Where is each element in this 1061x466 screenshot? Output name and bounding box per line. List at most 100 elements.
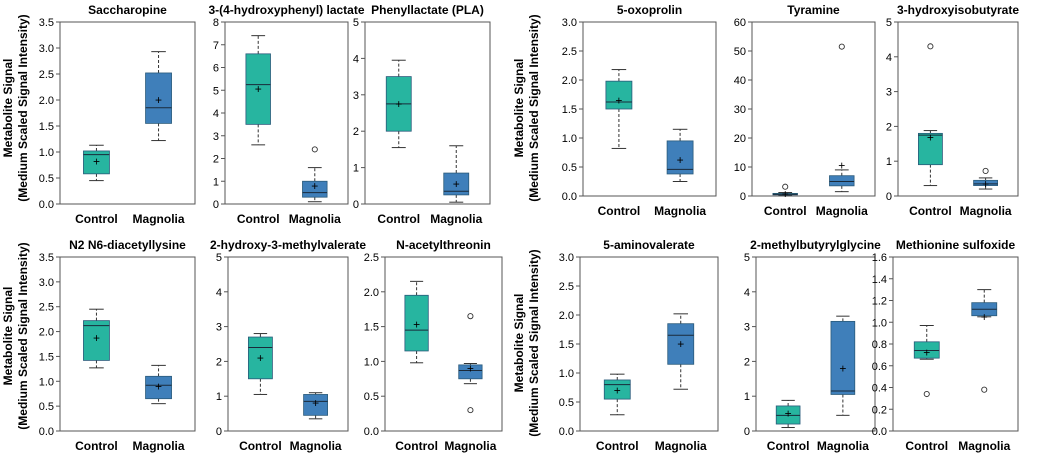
chart-title: 2-methylbutyrylglycine (750, 238, 881, 252)
chart-panel-9: N-acetylthreonin 0.0 0.5 1.0 1.5 2.0 2.5 + Contr… (364, 238, 503, 453)
mean-marker: + (677, 337, 684, 351)
mean-marker: + (782, 187, 789, 201)
y-tick-label: 1.5 (39, 351, 54, 363)
outlier-point (467, 407, 474, 414)
y-tick-label: 10 (734, 162, 746, 174)
plot-frame (384, 256, 503, 432)
x-category-label: Magnolia (430, 212, 482, 226)
y-tick-label: 5 (213, 85, 219, 97)
chart-title: 3-hydroxyisobutyrate (897, 3, 1019, 17)
y-tick-label: 0 (886, 191, 892, 203)
chart-panel-2: 3-(4-hydroxyphenyl) lactate 0 1 2 3 4 5 6 7 8 + Con… (208, 3, 364, 226)
box-iqr (458, 364, 483, 380)
chart-panel-8: 2-hydroxy-3-methylvalerate 0 1 2 3 4 5 + Control… (210, 238, 366, 453)
box-control: + (83, 144, 110, 182)
chart-panel-10: 5-aminovalerate 0.0 0.5 1.0 1.5 2.0 2.5 3.0 + Con… (559, 238, 719, 453)
outlier-point (981, 386, 988, 393)
x-category-label: Control (237, 212, 280, 226)
y-tick-label: 3 (213, 131, 219, 143)
outlier-point (923, 390, 930, 398)
mean-marker: + (453, 177, 460, 191)
y-tick-label: 8 (213, 17, 219, 29)
y-tick-label: 6 (213, 63, 219, 75)
y-tick-label: 0.5 (559, 397, 574, 409)
box-control: + (605, 69, 633, 149)
y-tick-label: 0.0 (872, 426, 887, 438)
y-tick-label: 3.0 (562, 17, 577, 29)
mean-marker: + (927, 131, 934, 145)
y-tick-label: 2 (353, 126, 359, 138)
y-axis-label-line1: Metabolite Signal (1, 286, 15, 386)
box-iqr (830, 320, 856, 395)
chart-panel-1: Saccharopine 0.0 0.5 1.0 1.5 2.0 2.5 3.0 3.5 + Con… (39, 3, 196, 226)
y-tick-label: 1.0 (39, 147, 54, 159)
box-control: + (772, 183, 798, 201)
y-tick-label: 3.5 (39, 252, 54, 264)
y-tick-label: 0.8 (872, 339, 887, 351)
y-tick-label: 2.0 (559, 310, 574, 322)
chart-panel-12: Methionine sulfoxide 0.0 0.2 0.4 0.6 0.8 1.0 1.… (872, 238, 1019, 453)
y-tick-label: 1.4 (872, 274, 887, 286)
box-magnolia: + (971, 289, 998, 393)
y-tick-label: 5 (886, 17, 892, 29)
x-category-label: Control (767, 439, 810, 453)
box-magnolia: + (458, 313, 483, 414)
chart-title: 3-(4-hydroxyphenyl) lactate (208, 3, 364, 17)
mean-marker: + (677, 153, 684, 167)
mean-marker: + (155, 379, 162, 393)
mean-marker: + (312, 396, 319, 410)
chart-panel-11: 2-methylbutyrylglycine 0 1 2 3 4 5 + Control + Mag… (744, 238, 881, 453)
mean-marker: + (614, 383, 621, 397)
box-control: + (918, 43, 943, 187)
plot-frame (755, 256, 876, 432)
box-iqr (303, 394, 329, 416)
box-control: + (603, 373, 631, 416)
y-tick-label: 2.0 (39, 95, 54, 107)
y-axis-label-line1: Metabolite Signal (1, 58, 15, 158)
y-tick-label: 3.0 (39, 43, 54, 55)
y-tick-label: 0 (353, 199, 359, 211)
box-iqr (302, 180, 328, 198)
chart-title: 5-oxoprolin (617, 3, 682, 17)
y-tick-label: 2.5 (364, 252, 379, 264)
chart-panel-7: N2 N6-diacetyllysine 0.0 0.5 1.0 1.5 2.0 2.5 3.… (39, 238, 196, 453)
mean-marker: + (395, 97, 402, 111)
y-tick-label: 2.0 (562, 75, 577, 87)
y-tick-label: 1.5 (559, 339, 574, 351)
y-tick-label: 1.0 (872, 317, 887, 329)
plot-frame (892, 256, 1019, 432)
mean-marker: + (615, 93, 622, 107)
y-tick-label: 60 (734, 17, 746, 29)
y-tick-label: 2 (886, 121, 892, 133)
box-control: + (385, 59, 412, 149)
y-tick-label: 1 (353, 163, 359, 175)
box-control: + (913, 325, 940, 398)
y-tick-label: 0 (216, 426, 222, 438)
y-tick-label: 4 (886, 52, 892, 64)
x-category-label: Magnolia (817, 439, 869, 453)
box-magnolia: + (667, 313, 695, 390)
chart-panel-3: Phenyllactate (PLA) 0 1 2 3 4 5 + Control + Magnol… (353, 3, 491, 226)
y-tick-label: 4 (213, 108, 219, 120)
x-category-label: Control (75, 212, 118, 226)
y-tick-label: 2.5 (559, 281, 574, 293)
x-category-label: Control (764, 204, 807, 218)
y-tick-label: 1 (744, 391, 750, 403)
box-magnolia: + (829, 43, 855, 193)
x-category-label: Magnolia (958, 439, 1010, 453)
mean-marker: + (785, 407, 792, 421)
chart-panel-6: 3-hydroxyisobutyrate 0 1 2 3 4 5 + Control + Magno… (886, 3, 1019, 218)
box-magnolia: + (973, 167, 998, 191)
y-tick-label: 5 (744, 252, 750, 264)
y-tick-label: 0.5 (562, 162, 577, 174)
y-tick-label: 1.0 (559, 368, 574, 380)
x-category-label: Control (905, 439, 948, 453)
box-iqr (973, 179, 998, 186)
x-category-label: Magnolia (654, 204, 706, 218)
y-tick-label: 0 (213, 199, 219, 211)
box-iqr (145, 72, 172, 124)
plot-frame (227, 256, 349, 432)
mean-marker: + (257, 351, 264, 365)
y-axis-label-mid-bottom: Metabolite Signal (Medium Scaled Signal … (512, 233, 544, 453)
y-tick-label: 2.0 (364, 287, 379, 299)
